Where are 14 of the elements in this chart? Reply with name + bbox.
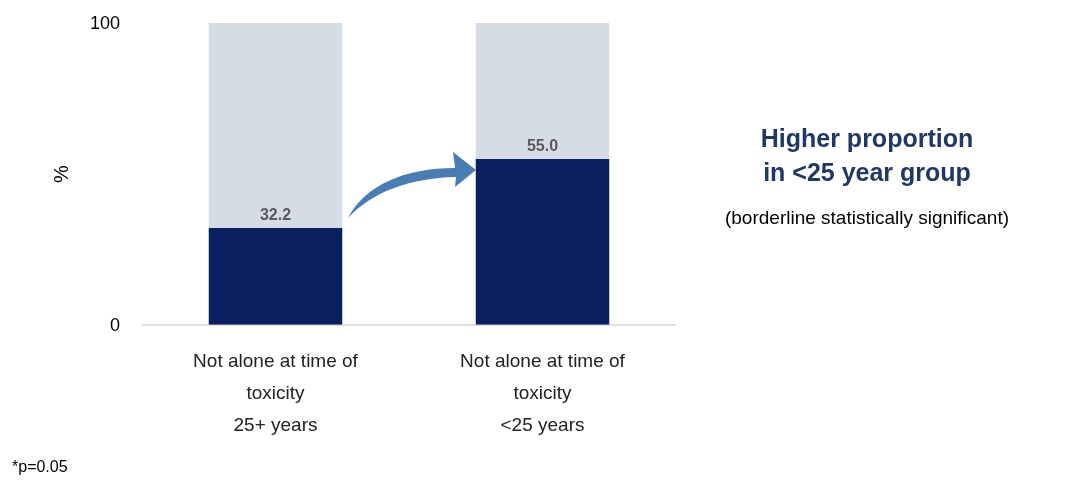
bar <box>475 23 610 159</box>
y-axis-title: % <box>50 164 72 183</box>
text: (borderline statistically significant) <box>724 207 1010 228</box>
bar <box>208 23 343 228</box>
x-tick-label: Not alone at time of toxicity <25 years <box>460 350 626 435</box>
bar <box>475 158 610 325</box>
text: Higher proportion in <25 year group <box>760 124 974 186</box>
y-tick-label: 0 <box>109 315 120 336</box>
data-label: 55.0 <box>526 136 559 154</box>
x-tick-label: Not alone at time of toxicity 25+ years <box>193 350 359 435</box>
y-tick-label: 100 <box>89 13 120 34</box>
text: *p=0.05 <box>12 458 68 475</box>
bar <box>208 227 343 325</box>
data-label: 32.2 <box>259 205 292 223</box>
